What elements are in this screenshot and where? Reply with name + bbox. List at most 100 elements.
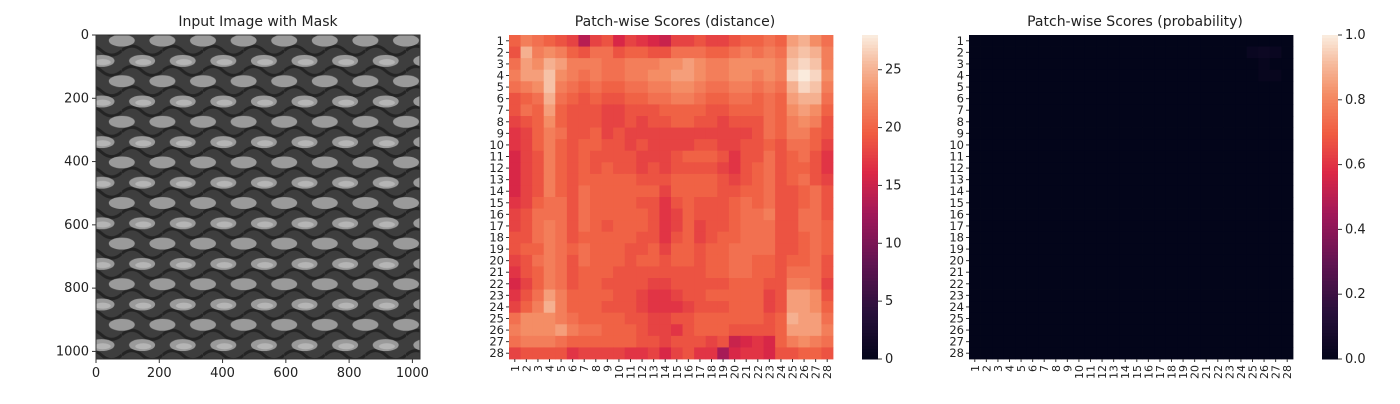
heatmap-cell	[763, 208, 776, 221]
heatmap-cell	[590, 46, 602, 59]
heatmap-cell	[543, 81, 556, 94]
heatmap-cell	[543, 220, 556, 233]
heatmap-cell	[647, 69, 660, 82]
heatmap-cell	[1026, 185, 1039, 198]
heatmap-cell	[1119, 278, 1132, 290]
colorbar-segment	[862, 41, 878, 46]
heatmap-cell	[821, 104, 834, 117]
heatmap-cell	[613, 127, 626, 140]
colorbar-segment	[1322, 141, 1338, 146]
heatmap-cell	[566, 335, 579, 348]
heatmap-cell	[740, 289, 753, 302]
heatmap-cell	[728, 197, 741, 209]
heatmap-cell	[1131, 347, 1143, 360]
heatmap-cell	[601, 92, 614, 105]
heatmap-cell	[740, 104, 753, 117]
heatmap-cell	[1142, 173, 1155, 186]
heatmap-cell	[1154, 266, 1167, 279]
heatmap-cell	[543, 69, 556, 82]
heatmap-cell	[728, 347, 741, 360]
heatmap-cell	[992, 347, 1005, 360]
heatmap-cell	[520, 150, 533, 163]
heatmap-cell	[980, 69, 993, 82]
probability-colorbar: 0.00.20.40.60.81.0	[1322, 28, 1366, 367]
heatmap-cell	[613, 92, 626, 105]
heatmap-cell	[659, 243, 672, 256]
heatmap-cell	[1223, 139, 1236, 152]
heatmap-cell	[728, 278, 741, 290]
heatmap-cell	[578, 289, 591, 302]
heatmap-cell	[1026, 254, 1039, 267]
heatmap-cell	[1223, 231, 1236, 244]
col-label: 7	[1038, 365, 1051, 372]
heatmap-cell	[694, 81, 707, 94]
heatmap-cell	[1177, 150, 1190, 163]
colorbar-segment	[862, 148, 878, 153]
heatmap-cell	[659, 278, 672, 290]
heatmap-cell	[1073, 104, 1086, 117]
heatmap-cell	[1061, 58, 1074, 71]
col-label: 14	[659, 365, 672, 379]
heatmap-cell	[659, 312, 672, 325]
distance-row-labels: 1234567891011121314151617181920212223242…	[489, 34, 509, 360]
heatmap-cell	[636, 266, 649, 279]
heatmap-cell	[566, 254, 579, 267]
heatmap-cell	[786, 220, 799, 233]
heatmap-cell	[682, 289, 695, 302]
row-label: 10	[489, 138, 504, 152]
heatmap-cell	[752, 266, 764, 279]
heatmap-cell	[728, 104, 741, 117]
heatmap-cell	[1107, 254, 1120, 267]
heatmap-cell	[520, 35, 533, 47]
heatmap-cell	[1026, 208, 1039, 221]
heatmap-cell	[647, 312, 660, 325]
heatmap-cell	[1246, 69, 1259, 82]
heatmap-cell	[590, 92, 602, 105]
heatmap-cell	[659, 104, 672, 117]
colorbar-segment	[862, 206, 878, 211]
heatmap-cell	[786, 266, 799, 279]
heatmap-cell	[1281, 35, 1294, 47]
heatmap-cell	[1038, 278, 1051, 290]
colorbar-segment	[1322, 355, 1338, 360]
heatmap-cell	[740, 116, 753, 128]
heatmap-cell	[1050, 35, 1062, 47]
heatmap-cell	[578, 312, 591, 325]
heatmap-cell	[763, 312, 776, 325]
heatmap-cell	[775, 150, 788, 163]
col-label: 25	[1247, 365, 1260, 379]
heatmap-cell	[694, 312, 707, 325]
heatmap-cell	[1142, 81, 1155, 94]
heatmap-cell	[578, 58, 591, 71]
heatmap-cell	[1258, 312, 1271, 325]
heatmap-cell	[1212, 347, 1224, 360]
heatmap-cell	[1003, 35, 1016, 47]
colorbar-segment	[862, 93, 878, 98]
colorbar-segment	[1322, 86, 1338, 91]
heatmap-cell	[705, 312, 718, 325]
colorbar-segment	[862, 109, 878, 114]
heatmap-cell	[752, 312, 764, 325]
heatmap-cell	[659, 69, 672, 82]
heatmap-cell	[1050, 104, 1062, 117]
heatmap-cell	[1131, 197, 1143, 209]
heatmap-cell	[1015, 289, 1028, 302]
heatmap-cell	[1177, 289, 1190, 302]
heatmap-cell	[798, 104, 811, 117]
heatmap-cell	[1003, 162, 1016, 175]
heatmap-cell	[509, 162, 521, 175]
heatmap-cell	[1026, 139, 1039, 152]
heatmap-cell	[601, 81, 614, 94]
colorbar-segment	[862, 232, 878, 237]
heatmap-cell	[566, 324, 579, 337]
heatmap-cell	[520, 266, 533, 279]
heatmap-cell	[1026, 92, 1039, 105]
heatmap-cell	[1258, 208, 1271, 221]
heatmap-cell	[532, 185, 545, 198]
heatmap-cell	[566, 58, 579, 71]
heatmap-cell	[821, 46, 834, 59]
heatmap-cell	[671, 35, 683, 47]
row-label: 14	[489, 184, 504, 198]
